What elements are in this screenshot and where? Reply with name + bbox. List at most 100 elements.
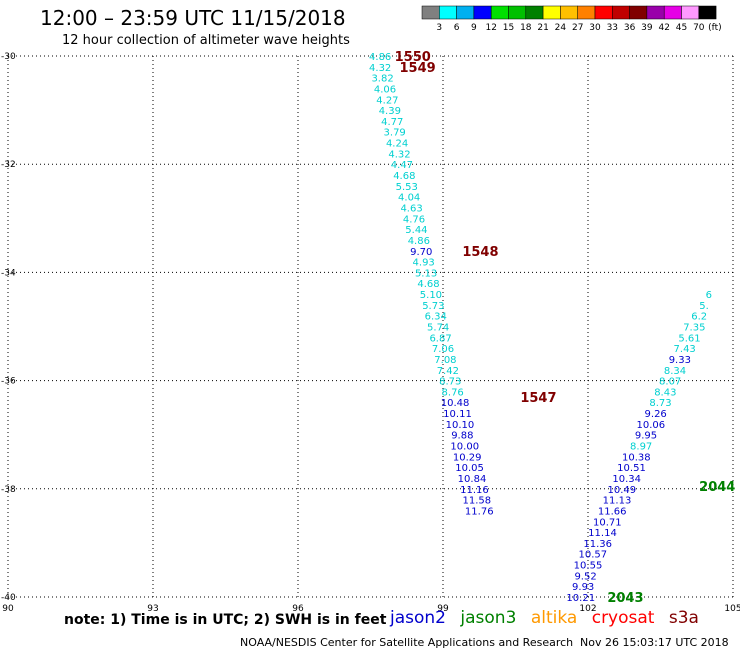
scale-label: 3: [436, 23, 442, 33]
pass-label: 2043: [607, 591, 643, 606]
scale-label: 18: [520, 23, 532, 33]
scale-swatch: [421, 5, 440, 20]
legend-s3a: s3a: [668, 608, 699, 628]
wave-height-value: 4.86: [408, 236, 430, 247]
wave-height-value: 4.68: [417, 279, 439, 290]
scale-label: 9: [471, 23, 477, 33]
wave-height-value: 7.08: [434, 355, 456, 366]
scale-swatch: [490, 5, 509, 20]
y-tick-label: -32: [1, 160, 16, 170]
wave-height-value: 5.53: [396, 182, 418, 193]
footer-note: note: 1) Time is in UTC; 2) SWH is in fe…: [64, 612, 387, 628]
x-tick-label: 93: [147, 604, 158, 614]
wave-height-value: 10.49: [608, 485, 637, 496]
wave-height-value: 11.76: [465, 506, 494, 517]
scale-swatch: [473, 5, 492, 20]
wave-height-value: 4.06: [374, 84, 396, 95]
chart-title: 12:00 – 23:59 UTC 11/15/2018: [40, 6, 346, 30]
wave-height-value: 4.68: [393, 171, 415, 182]
scale-swatch: [629, 5, 648, 20]
wave-height-value: 4.27: [376, 95, 398, 106]
scale-swatch: [560, 5, 578, 20]
scale-swatch: [698, 5, 717, 20]
scale-label: 70: [693, 23, 705, 33]
wave-height-value: 10.57: [579, 550, 608, 561]
wave-height-value: 9.95: [635, 431, 657, 442]
wave-height-value: 6.34: [425, 312, 447, 323]
credit-line: NOAA/NESDIS Center for Satellite Applica…: [240, 636, 574, 649]
scale-label: 36: [624, 23, 636, 33]
wave-height-value: 4.76: [403, 214, 425, 225]
wave-height-value: 10.05: [455, 463, 484, 474]
scale-label: 24: [555, 23, 567, 33]
scale-label: 21: [537, 23, 548, 33]
scale-label: 12: [485, 23, 496, 33]
wave-height-value: 3.82: [371, 74, 393, 85]
x-tick-label: 99: [437, 604, 449, 614]
wave-height-value: 8.76: [442, 387, 464, 398]
wave-height-value: 5.13: [415, 268, 437, 279]
satellite-legend: jason2 jason3 altika cryosat s3a: [390, 608, 708, 628]
x-tick-label: 105: [724, 604, 740, 614]
wave-height-value: 11.14: [588, 528, 617, 539]
wave-height-value: 6.87: [429, 333, 451, 344]
wave-height-value: 4.93: [413, 258, 435, 269]
wave-height-value: 6: [706, 290, 712, 301]
scale-swatch: [439, 5, 457, 20]
wave-height-value: 7.42: [437, 366, 459, 377]
scale-swatch: [612, 5, 630, 20]
y-tick-label: -36: [1, 377, 16, 387]
wave-height-value: 5.10: [420, 290, 442, 301]
wave-height-value: 9.93: [572, 582, 594, 593]
chart-axes: 90 93 96 99 102 105 -30 -32 -34 -36 -38 -40: [1, 52, 740, 614]
x-tick-label: 102: [579, 604, 596, 614]
wave-height-value: 10.10: [446, 420, 475, 431]
pass-label: 1547: [520, 391, 556, 406]
wave-height-value: 3.79: [384, 128, 406, 139]
wave-height-value: 8.73: [649, 398, 671, 409]
wave-height-value: 5.61: [678, 333, 700, 344]
wave-height-value: 8.43: [654, 387, 676, 398]
wave-height-value: 7.35: [683, 323, 705, 334]
y-tick-label: -30: [1, 52, 16, 62]
wave-height-value: 10.21: [566, 593, 595, 604]
wave-height-value: 10.06: [637, 420, 666, 431]
scale-swatch: [681, 5, 700, 20]
wave-height-value: 11.13: [603, 496, 632, 507]
color-scale-bar: 3 6 9 12 15 18 21 24 27 30 33 36 39 42 45 70 (ft): [421, 5, 722, 33]
scale-unit: (ft): [708, 23, 722, 33]
scale-swatch: [508, 5, 527, 20]
wave-height-value: 5.74: [427, 323, 449, 334]
wave-height-value: 10.71: [593, 517, 622, 528]
wave-height-value: 4.47: [391, 160, 413, 171]
scale-label: 6: [454, 23, 460, 33]
scale-swatch: [542, 5, 561, 20]
wave-height-value: 11.36: [583, 539, 612, 550]
wave-height-value: 6.2: [691, 312, 707, 323]
wave-height-value: 8.73: [439, 377, 461, 388]
wave-height-value: 10.48: [441, 398, 470, 409]
wave-height-value: 8.97: [630, 442, 652, 453]
scale-label: 30: [589, 23, 601, 33]
scale-swatch: [577, 5, 596, 20]
wave-height-value: 11.66: [598, 506, 627, 517]
wave-height-value: 4.32: [388, 149, 410, 160]
wave-height-value: 11.58: [463, 496, 492, 507]
scale-swatch: [525, 5, 544, 20]
y-tick-label: -38: [1, 485, 16, 495]
y-tick-label: -34: [1, 268, 16, 278]
legend-cryosat: cryosat: [591, 608, 655, 628]
legend-jason2: jason2: [390, 608, 446, 628]
wave-height-value: 10.11: [443, 409, 472, 420]
wave-height-value: 9.26: [645, 409, 667, 420]
wave-height-value: 4.24: [386, 139, 408, 150]
wave-height-value: 5.: [699, 301, 709, 312]
wave-height-value: 10.84: [458, 474, 487, 485]
wave-height-value: 9.33: [669, 355, 691, 366]
scale-swatch: [646, 5, 665, 20]
wave-height-value: 8.07: [659, 377, 681, 388]
scale-swatch: [663, 5, 682, 20]
chart-subtitle: 12 hour collection of altimeter wave hei…: [62, 33, 350, 48]
